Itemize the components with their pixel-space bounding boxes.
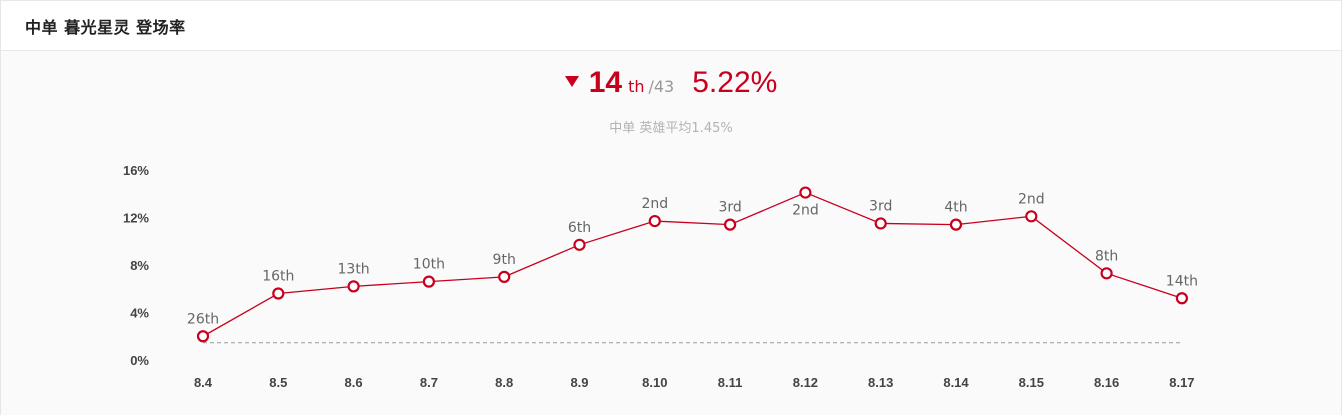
data-point	[799, 186, 812, 199]
rank-total: /43	[648, 77, 675, 96]
rank-point-label: 14th	[1166, 273, 1198, 289]
x-tick-label: 8.16	[1094, 375, 1119, 390]
x-tick-label: 8.9	[570, 375, 588, 390]
data-point	[949, 218, 963, 231]
y-tick-label: 8%	[130, 258, 149, 273]
rank-point-label: 13th	[338, 261, 370, 277]
data-point	[272, 287, 285, 300]
data-point	[573, 238, 586, 251]
data-point	[723, 218, 737, 231]
x-tick-label: 8.17	[1169, 375, 1194, 390]
y-tick-label: 4%	[130, 306, 149, 321]
rank-point-label: 3rd	[718, 200, 741, 216]
rank-point-label: 26th	[187, 311, 219, 327]
rank-point-label: 10th	[413, 257, 445, 273]
data-point	[874, 217, 887, 230]
average-note: 中单 英雄平均1.45%	[609, 121, 733, 136]
rank-point-label: 9th	[493, 252, 516, 268]
x-tick-label: 8.8	[495, 375, 513, 390]
data-point	[1175, 292, 1189, 305]
data-point	[347, 280, 360, 293]
data-point	[1100, 267, 1113, 280]
x-tick-label: 8.10	[642, 375, 667, 390]
x-tick-label: 8.4	[194, 375, 213, 390]
y-tick-label: 16%	[123, 163, 149, 178]
rank-value: 14	[588, 66, 623, 99]
data-point	[648, 214, 661, 228]
rank-point-label: 4th	[944, 200, 967, 216]
data-point	[422, 275, 435, 288]
rank-point-label: 2nd	[1018, 191, 1045, 207]
x-tick-label: 8.12	[793, 375, 818, 390]
x-tick-label: 8.11	[718, 375, 743, 390]
x-tick-label: 8.5	[269, 375, 287, 390]
rank-point-label: 2nd	[641, 196, 668, 212]
rank-suffix: th	[628, 77, 645, 96]
rank-point-label: 3rd	[869, 198, 892, 214]
x-tick-label: 8.7	[420, 375, 438, 390]
rank-point-label: 2nd	[792, 203, 819, 219]
rank-point-label: 16th	[262, 269, 294, 285]
rate-value: 5.22%	[692, 66, 778, 99]
x-tick-label: 8.6	[345, 375, 363, 390]
rank-summary: 14 th/43 5.22%	[1, 66, 1341, 100]
data-point	[1025, 210, 1038, 223]
y-tick-label: 0%	[130, 353, 149, 368]
page-title: 中单 暮光星灵 登场率	[25, 18, 186, 37]
series-line	[202, 191, 1183, 337]
rank-point-label: 8th	[1095, 248, 1118, 264]
data-point	[196, 330, 210, 343]
x-tick-label: 8.13	[868, 375, 893, 390]
x-tick-label: 8.15	[1019, 375, 1044, 390]
down-triangle-icon	[564, 76, 579, 87]
x-tick-label: 8.14	[943, 375, 969, 390]
rank-point-label: 6th	[568, 220, 591, 236]
panel-header: 中单 暮光星灵 登场率	[1, 0, 1341, 51]
data-point	[498, 270, 511, 283]
y-tick-label: 12%	[123, 211, 149, 226]
